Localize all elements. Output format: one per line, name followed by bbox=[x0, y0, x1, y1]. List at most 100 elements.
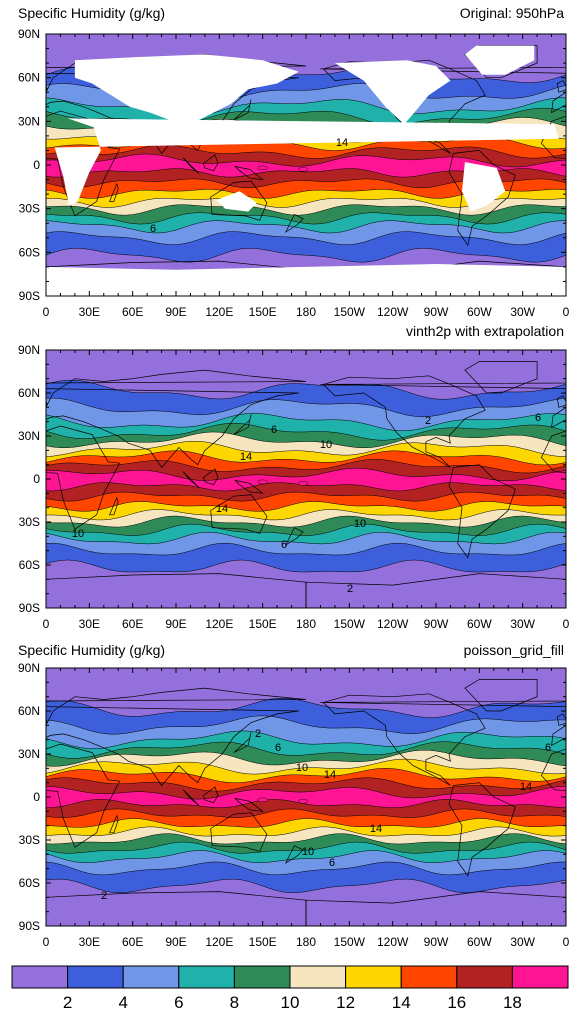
lon-label: 150W bbox=[334, 617, 366, 631]
lat-label: 30S bbox=[19, 202, 40, 216]
lon-label: 0 bbox=[563, 305, 570, 319]
contour-label: 6 bbox=[271, 424, 277, 436]
contour-label: 14 bbox=[520, 781, 532, 793]
lat-label: 0 bbox=[33, 790, 40, 804]
contour-labels: 14 6 bbox=[150, 137, 348, 235]
humidity-patch bbox=[257, 165, 268, 171]
coastline bbox=[464, 361, 538, 394]
lon-label: 0 bbox=[43, 935, 50, 949]
lat-label: 30S bbox=[19, 833, 40, 847]
longitude-labels: 0 30E 60E 90E 120E 150E 180 150W 120W 90… bbox=[43, 617, 570, 631]
colorbar-label: 10 bbox=[281, 993, 300, 1012]
humidity-patch bbox=[257, 479, 268, 485]
humidity-patch bbox=[297, 481, 309, 486]
contour-label: 2 bbox=[101, 890, 107, 902]
coastline bbox=[305, 573, 566, 608]
colorbar-label: 18 bbox=[503, 993, 522, 1012]
coastline bbox=[182, 789, 200, 806]
lon-label: 150E bbox=[249, 935, 277, 949]
lon-label: 30W bbox=[510, 617, 535, 631]
coastline bbox=[233, 414, 252, 435]
humidity-map bbox=[0, 668, 566, 926]
colorbar-box bbox=[345, 965, 402, 989]
coastline bbox=[284, 845, 304, 864]
lat-label: 60S bbox=[19, 558, 40, 572]
missing-data-area bbox=[334, 60, 451, 125]
coastline bbox=[46, 573, 307, 608]
coastline bbox=[556, 395, 566, 408]
lon-label: 90W bbox=[424, 305, 449, 319]
coastline bbox=[234, 479, 264, 494]
coastline bbox=[464, 679, 538, 712]
lon-label: 0 bbox=[563, 617, 570, 631]
coastline bbox=[305, 891, 566, 926]
coastline bbox=[322, 693, 486, 786]
coastline bbox=[0, 362, 17, 394]
coastline bbox=[448, 464, 516, 559]
panel-right-title: vinth2p with extrapolation bbox=[406, 323, 564, 339]
latitude-labels: 90N 60N 30N 0 30S 60S 90S bbox=[18, 27, 40, 303]
humidity-patch bbox=[257, 797, 268, 803]
coastline bbox=[202, 468, 219, 486]
missing-data-area bbox=[46, 264, 566, 296]
colorbar-box bbox=[122, 965, 180, 989]
contour-label: 2 bbox=[347, 583, 353, 595]
contour-label: 2 bbox=[425, 415, 431, 427]
lat-label: 60S bbox=[19, 245, 40, 259]
longitude-labels: 0 30E 60E 90E 120E 150E 180 150W 120W 90… bbox=[43, 305, 570, 319]
coastline bbox=[234, 797, 264, 812]
contour-label: 6 bbox=[281, 539, 287, 551]
coastline bbox=[284, 527, 304, 546]
coastline bbox=[46, 110, 121, 217]
lat-label: 90N bbox=[18, 27, 40, 41]
coastline bbox=[202, 786, 219, 804]
latitude-labels: 90N 60N 30N 0 30S 60S 90S bbox=[18, 661, 40, 933]
contour-label: 10 bbox=[320, 439, 332, 451]
lon-label: 30E bbox=[79, 935, 100, 949]
missing-data-area bbox=[74, 54, 299, 125]
latitude-labels: 90N 60N 30N 0 30S 60S 90S bbox=[18, 343, 40, 615]
lat-label: 30N bbox=[18, 114, 40, 128]
humidity-band bbox=[46, 467, 566, 492]
lat-label: 90S bbox=[19, 601, 40, 615]
missing-data-areas bbox=[46, 45, 566, 296]
humidity-bands bbox=[46, 350, 566, 608]
lat-label: 60N bbox=[18, 71, 40, 85]
coastline bbox=[46, 891, 307, 926]
lon-label: 0 bbox=[43, 617, 50, 631]
panel-vinth2p: vinth2p with extrapolation 90N 60N 30N 0… bbox=[0, 323, 570, 631]
humidity-band bbox=[46, 786, 566, 809]
lon-label: 120E bbox=[205, 305, 233, 319]
contour-label: 14 bbox=[216, 503, 228, 515]
panel-original: Specific Humidity (g/kg) Original: 950hP… bbox=[18, 5, 570, 319]
coastline bbox=[46, 260, 307, 296]
coastline bbox=[0, 680, 17, 712]
lon-label: 150W bbox=[334, 305, 366, 319]
lat-label: 30S bbox=[19, 515, 40, 529]
contour-label: 6 bbox=[275, 742, 281, 754]
panel-left-title: Specific Humidity (g/kg) bbox=[18, 642, 165, 658]
lon-label: 90E bbox=[165, 935, 186, 949]
coastline bbox=[233, 99, 252, 121]
contour-label: 10 bbox=[72, 528, 84, 540]
colorbar-label: 16 bbox=[447, 993, 466, 1012]
lat-label: 60S bbox=[19, 876, 40, 890]
lat-label: 90N bbox=[18, 661, 40, 675]
coastline bbox=[284, 214, 304, 233]
lon-label: 30W bbox=[510, 935, 535, 949]
colorbar-label: 6 bbox=[174, 993, 183, 1012]
lon-label: 120E bbox=[205, 617, 233, 631]
contour-label: 14 bbox=[336, 137, 348, 149]
colorbar-boxes bbox=[11, 965, 569, 989]
coastline bbox=[46, 687, 307, 787]
coastlines bbox=[0, 679, 566, 926]
colorbar: 2 4 6 8 10 12 14 16 18 bbox=[11, 965, 569, 1012]
coastline bbox=[210, 812, 268, 852]
map-ticks bbox=[45, 667, 567, 927]
lon-label: 150E bbox=[249, 617, 277, 631]
coastline bbox=[46, 743, 121, 848]
colorbar-box bbox=[400, 965, 458, 989]
colorbar-labels: 2 4 6 8 10 12 14 16 18 bbox=[63, 993, 522, 1012]
lon-label: 150E bbox=[249, 305, 277, 319]
lon-label: 120E bbox=[205, 935, 233, 949]
